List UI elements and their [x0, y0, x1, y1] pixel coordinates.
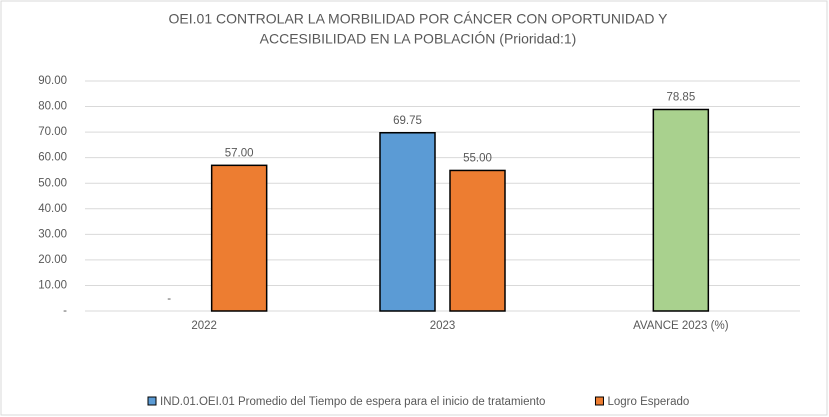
y-tick-label: 20.00 [38, 254, 67, 266]
x-tick-label: 2023 [430, 320, 456, 332]
x-tick-label: 2022 [191, 320, 217, 332]
data-label: 69.75 [393, 115, 422, 127]
data-label: 78.85 [666, 92, 695, 104]
y-tick-label: - [63, 305, 67, 317]
y-tick-label: 60.00 [38, 152, 67, 164]
legend-swatch [594, 396, 604, 406]
y-tick-label: 90.00 [38, 75, 67, 87]
data-label: 57.00 [225, 147, 254, 159]
chart-title: ACCESIBILIDAD EN LA POBLACIÓN (Prioridad… [260, 31, 577, 47]
chart-title: OEI.01 CONTROLAR LA MORBILIDAD POR CÁNCE… [169, 11, 669, 27]
bar [652, 108, 710, 312]
data-label: - [167, 293, 171, 305]
bar [210, 164, 268, 312]
bar [449, 169, 506, 312]
bar [379, 132, 436, 312]
y-tick-label: 50.00 [38, 177, 67, 189]
data-label: 55.00 [463, 152, 492, 164]
legend-label: IND.01.OEI.01 Promedio del Tiempo de esp… [160, 396, 545, 408]
y-tick-label: 10.00 [38, 279, 67, 291]
y-tick-label: 30.00 [38, 228, 67, 240]
y-tick-label: 70.00 [38, 126, 67, 138]
x-tick-label: AVANCE 2023 (%) [633, 320, 729, 332]
y-tick-label: 80.00 [38, 101, 67, 113]
legend-swatch [147, 396, 157, 406]
legend-label: Logro Esperado [607, 396, 689, 408]
y-tick-label: 40.00 [38, 203, 67, 215]
